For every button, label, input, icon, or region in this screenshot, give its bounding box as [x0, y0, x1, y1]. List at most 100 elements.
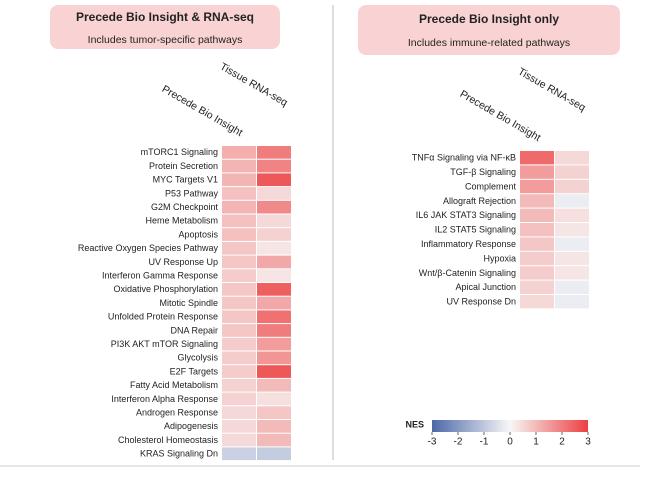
colorbar-tick-label: -2 — [454, 437, 463, 448]
heatmap-cell — [257, 173, 291, 187]
heatmap-cell — [555, 179, 589, 194]
heatmap-cell — [520, 251, 554, 266]
heatmap-cell — [222, 146, 256, 159]
row-label: IL6 JAK STAT3 Signaling — [416, 210, 516, 220]
colorbar-tick-label: 1 — [533, 437, 539, 448]
heatmap-cell — [555, 266, 589, 280]
heatmap-cell — [555, 208, 589, 222]
row-label: Heme Metabolism — [145, 216, 218, 226]
heatmap-cell — [257, 269, 291, 282]
heatmap-cell — [222, 420, 256, 433]
heatmap-cell — [257, 433, 291, 447]
heatmap-cell — [222, 406, 256, 419]
heatmap-cell — [222, 310, 256, 324]
row-label: Interferon Alpha Response — [111, 394, 218, 404]
heatmap-cell — [222, 447, 256, 461]
panel-subtitle: Includes tumor-specific pathways — [88, 34, 243, 46]
header-box — [50, 5, 280, 49]
row-label: UV Response Up — [148, 257, 218, 267]
heatmap-cell — [555, 280, 589, 294]
heatmap-cell — [257, 351, 291, 365]
heatmap-cell — [222, 228, 256, 241]
heatmap-cell — [257, 365, 291, 378]
heatmap-cell — [257, 159, 291, 173]
heatmap-cell — [257, 324, 291, 337]
row-label: Adipogenesis — [164, 421, 219, 431]
header-box — [358, 5, 620, 55]
heatmap-cell — [222, 255, 256, 269]
heatmap-cell — [222, 351, 256, 365]
heatmap-cell — [222, 378, 256, 392]
heatmap-cell — [222, 324, 256, 337]
heatmap-cell — [520, 223, 554, 237]
heatmap-cell — [222, 200, 256, 214]
heatmap-cell — [222, 187, 256, 200]
heatmap-cell — [222, 269, 256, 282]
row-label: Protein Secretion — [149, 161, 218, 171]
heatmap-cell — [257, 214, 291, 228]
heatmap-cell — [257, 296, 291, 310]
colorbar-tick-label: 2 — [559, 437, 565, 448]
row-label: Fatty Acid Metabolism — [130, 380, 218, 390]
colorbar-label: NES — [405, 419, 424, 429]
heatmap-cell — [520, 208, 554, 222]
heatmap-cell — [257, 146, 291, 159]
heatmap-cell — [257, 200, 291, 214]
colorbar-tick-label: -3 — [428, 437, 437, 448]
row-label: Unfolded Protein Response — [108, 312, 218, 322]
column-label: Tissue RNA-seq — [218, 61, 290, 109]
row-label: Oxidative Phosphorylation — [113, 284, 218, 294]
row-label: Cholesterol Homeostasis — [118, 435, 219, 445]
colorbar — [432, 420, 588, 432]
heatmap-cell — [555, 251, 589, 266]
heatmap-cell — [222, 392, 256, 406]
heatmap-cell — [555, 223, 589, 237]
heatmap-cell — [222, 241, 256, 255]
heatmap-cell — [520, 165, 554, 179]
row-label: Wnt/β-Catenin Signaling — [419, 268, 516, 278]
heatmap-cell — [555, 151, 589, 165]
row-label: Allograft Rejection — [443, 196, 516, 206]
heatmap-cell — [520, 266, 554, 280]
heatmap-cell — [257, 228, 291, 241]
heatmap-cell — [555, 295, 589, 309]
heatmap-cell — [555, 237, 589, 251]
panel-subtitle: Includes immune-related pathways — [408, 37, 570, 49]
heatmap-cell — [520, 179, 554, 194]
row-label: Androgen Response — [136, 408, 218, 418]
heatmap-cell — [520, 237, 554, 251]
heatmap-cell — [257, 337, 291, 351]
panel-title: Precede Bio Insight only — [419, 12, 559, 26]
heatmap-cell — [257, 310, 291, 324]
heatmap-cell — [222, 433, 256, 447]
colorbar-tick-label: 3 — [585, 437, 591, 448]
row-label: TGF-β Signaling — [450, 167, 516, 177]
heatmap-cell — [257, 283, 291, 296]
row-label: KRAS Signaling Dn — [140, 449, 218, 459]
heatmap-cell — [520, 280, 554, 294]
row-label: Reactive Oxygen Species Pathway — [78, 243, 219, 253]
row-label: TNFα Signaling via NF-κB — [412, 153, 516, 163]
row-label: Glycolysis — [177, 353, 218, 363]
heatmap-cell — [555, 165, 589, 179]
row-label: Complement — [465, 181, 517, 191]
heatmap-cell — [257, 187, 291, 200]
column-label: Tissue RNA-seq — [516, 66, 588, 114]
panel-title: Precede Bio Insight & RNA-seq — [76, 10, 254, 24]
row-label: UV Response Dn — [446, 297, 516, 307]
colorbar-tick-label: -1 — [480, 437, 489, 448]
heatmap-cell — [257, 447, 291, 461]
heatmap-cell — [257, 406, 291, 419]
heatmap-cell — [222, 365, 256, 378]
row-label: mTORC1 Signaling — [141, 147, 218, 157]
heatmap-cell — [222, 283, 256, 296]
row-label: Hypoxia — [483, 253, 516, 263]
row-label: Mitotic Spindle — [159, 298, 218, 308]
heatmap-cell — [555, 194, 589, 208]
row-label: DNA Repair — [170, 325, 218, 335]
column-label: Precede Bio Insight — [160, 83, 245, 139]
row-label: E2F Targets — [170, 366, 219, 376]
row-label: P53 Pathway — [165, 188, 219, 198]
row-label: Interferon Gamma Response — [102, 271, 218, 281]
